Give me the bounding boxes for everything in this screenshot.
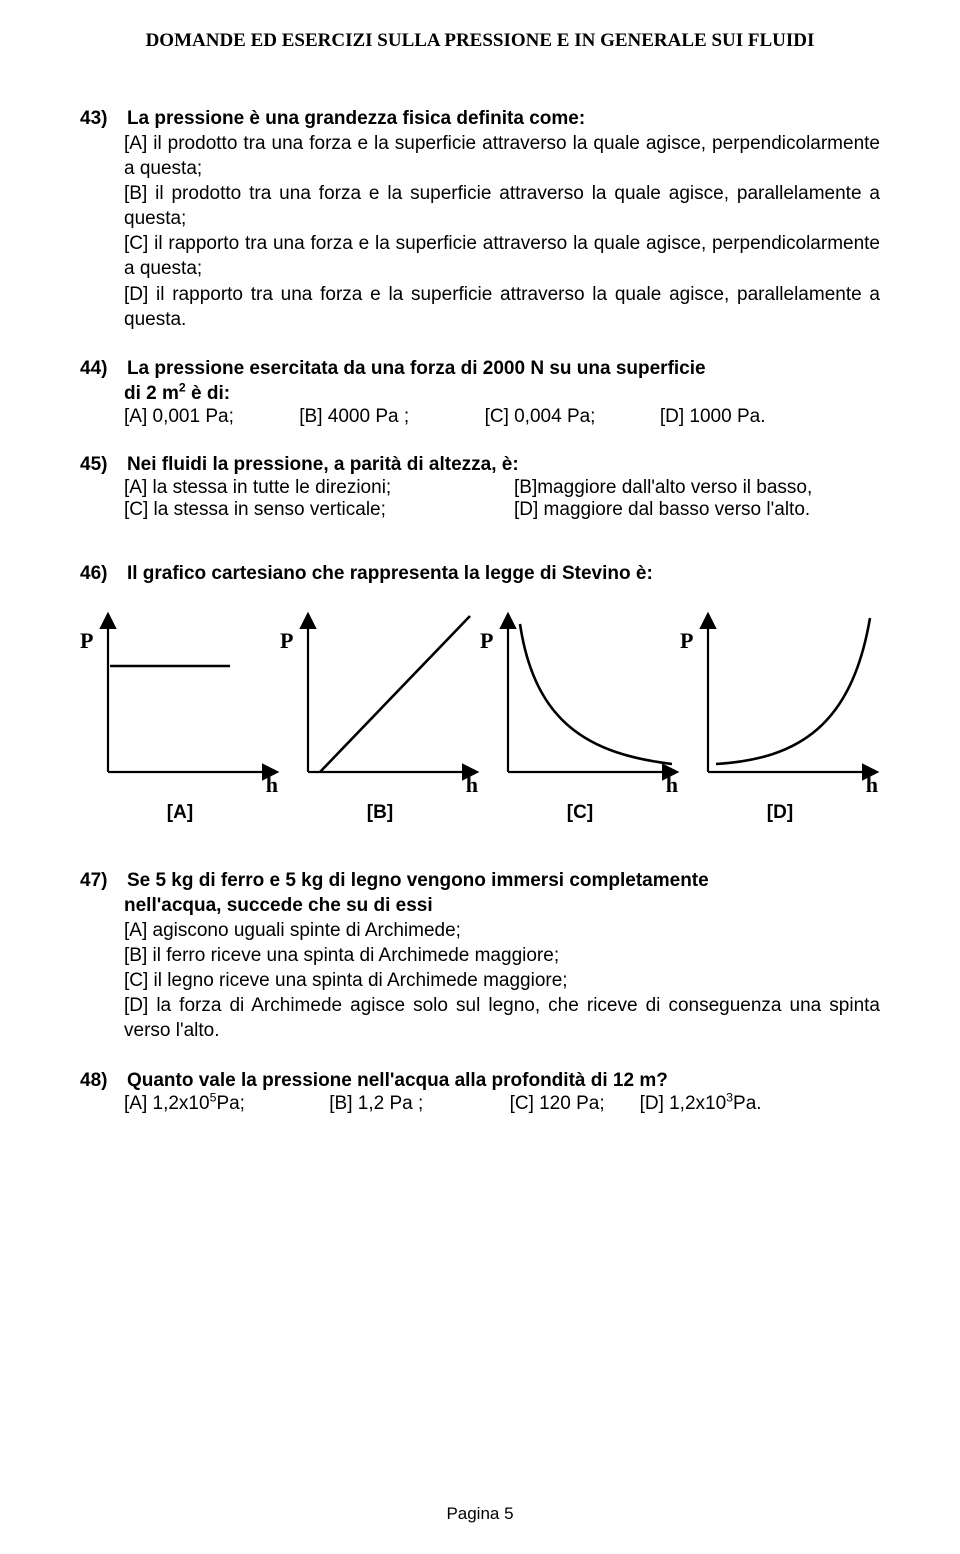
q47-opt-b: [B] il ferro riceve una spinta di Archim… xyxy=(80,943,880,968)
q47-title-l1: Se 5 kg di ferro e 5 kg di legno vengono… xyxy=(127,870,709,891)
q48-opt-b: [B] 1,2 Pa ; xyxy=(329,1093,504,1115)
question-48: 48) Quanto vale la pressione nell'acqua … xyxy=(80,1068,880,1115)
graph-a: P h xyxy=(80,604,280,794)
q47-number: 47) xyxy=(80,870,107,891)
q47-title-l2: nell'acqua, succede che su di essi xyxy=(80,893,880,918)
question-43: 43) La pressione è una grandezza fisica … xyxy=(80,106,880,332)
graph-d-label: [D] xyxy=(767,802,793,824)
graph-c-label: [C] xyxy=(567,802,593,824)
q48-title: Quanto vale la pressione nell'acqua alla… xyxy=(127,1070,668,1091)
q45-number: 45) xyxy=(80,454,107,475)
q44-title-l2a: di 2 m xyxy=(124,383,179,404)
question-47: 47) Se 5 kg di ferro e 5 kg di legno ven… xyxy=(80,868,880,1044)
q46-number: 46) xyxy=(80,563,107,584)
q43-number: 43) xyxy=(80,108,107,129)
q44-title-sup: 2 xyxy=(179,380,186,394)
q44-opt-c: [C] 0,004 Pa; xyxy=(485,406,655,428)
q48-opt-c: [C] 120 Pa; xyxy=(510,1093,640,1115)
q43-opt-b: [B] il prodotto tra una forza e la super… xyxy=(80,181,880,231)
q43-opt-c: [C] il rapporto tra una forza e la super… xyxy=(80,231,880,281)
question-46: 46) Il grafico cartesiano che rappresent… xyxy=(80,561,880,824)
graph-d-cell: P h [D] xyxy=(680,604,880,824)
q43-title: La pressione è una grandezza fisica defi… xyxy=(127,108,585,129)
graph-a-label: [A] xyxy=(167,802,193,824)
q48-opt-a: [A] 1,2x105 Pa; xyxy=(124,1093,324,1115)
graph-b-label: [B] xyxy=(367,802,393,824)
q45-opt-b: [B]maggiore dall'alto verso il basso, xyxy=(514,477,880,499)
q45-title: Nei fluidi la pressione, a parità di alt… xyxy=(127,454,519,475)
q47-opt-d: [D] la forza di Archimede agisce solo su… xyxy=(80,993,880,1043)
q44-opt-b: [B] 4000 Pa ; xyxy=(299,406,479,428)
q47-opt-a: [A] agiscono uguali spinte di Archimede; xyxy=(80,918,880,943)
q44-title-l2b: è di: xyxy=(186,383,230,404)
graph-c: P h xyxy=(480,604,680,794)
q47-opt-c: [C] il legno riceve una spinta di Archim… xyxy=(80,968,880,993)
question-44: 44) La pressione esercitata da una forza… xyxy=(80,356,880,428)
graph-a-cell: P h [A] xyxy=(80,604,280,824)
q48-opt-d: [D] 1,2x103 Pa. xyxy=(640,1093,762,1115)
q48-number: 48) xyxy=(80,1070,107,1091)
graph-b: P h xyxy=(280,604,480,794)
q43-opt-d: [D] il rapporto tra una forza e la super… xyxy=(80,282,880,332)
q46-title: Il grafico cartesiano che rappresenta la… xyxy=(127,563,653,584)
q44-opt-d: [D] 1000 Pa. xyxy=(660,406,766,428)
q44-title-l1: La pressione esercitata da una forza di … xyxy=(127,358,706,379)
q44-number: 44) xyxy=(80,358,107,379)
page-footer: Pagina 5 xyxy=(0,1504,960,1524)
graph-b-cell: P h [B] xyxy=(280,604,480,824)
q43-opt-a: [A] il prodotto tra una forza e la super… xyxy=(80,131,880,181)
page-header: DOMANDE ED ESERCIZI SULLA PRESSIONE E IN… xyxy=(80,30,880,52)
q45-opt-c: [C] la stessa in senso verticale; xyxy=(124,499,514,521)
question-45: 45) Nei fluidi la pressione, a parità di… xyxy=(80,452,880,521)
q45-opt-a: [A] la stessa in tutte le direzioni; xyxy=(124,477,514,499)
graph-d: P h xyxy=(680,604,880,794)
q44-opt-a: [A] 0,001 Pa; xyxy=(124,406,294,428)
graph-c-cell: P h [C] xyxy=(480,604,680,824)
q45-opt-d: [D] maggiore dal basso verso l'alto. xyxy=(514,499,880,521)
